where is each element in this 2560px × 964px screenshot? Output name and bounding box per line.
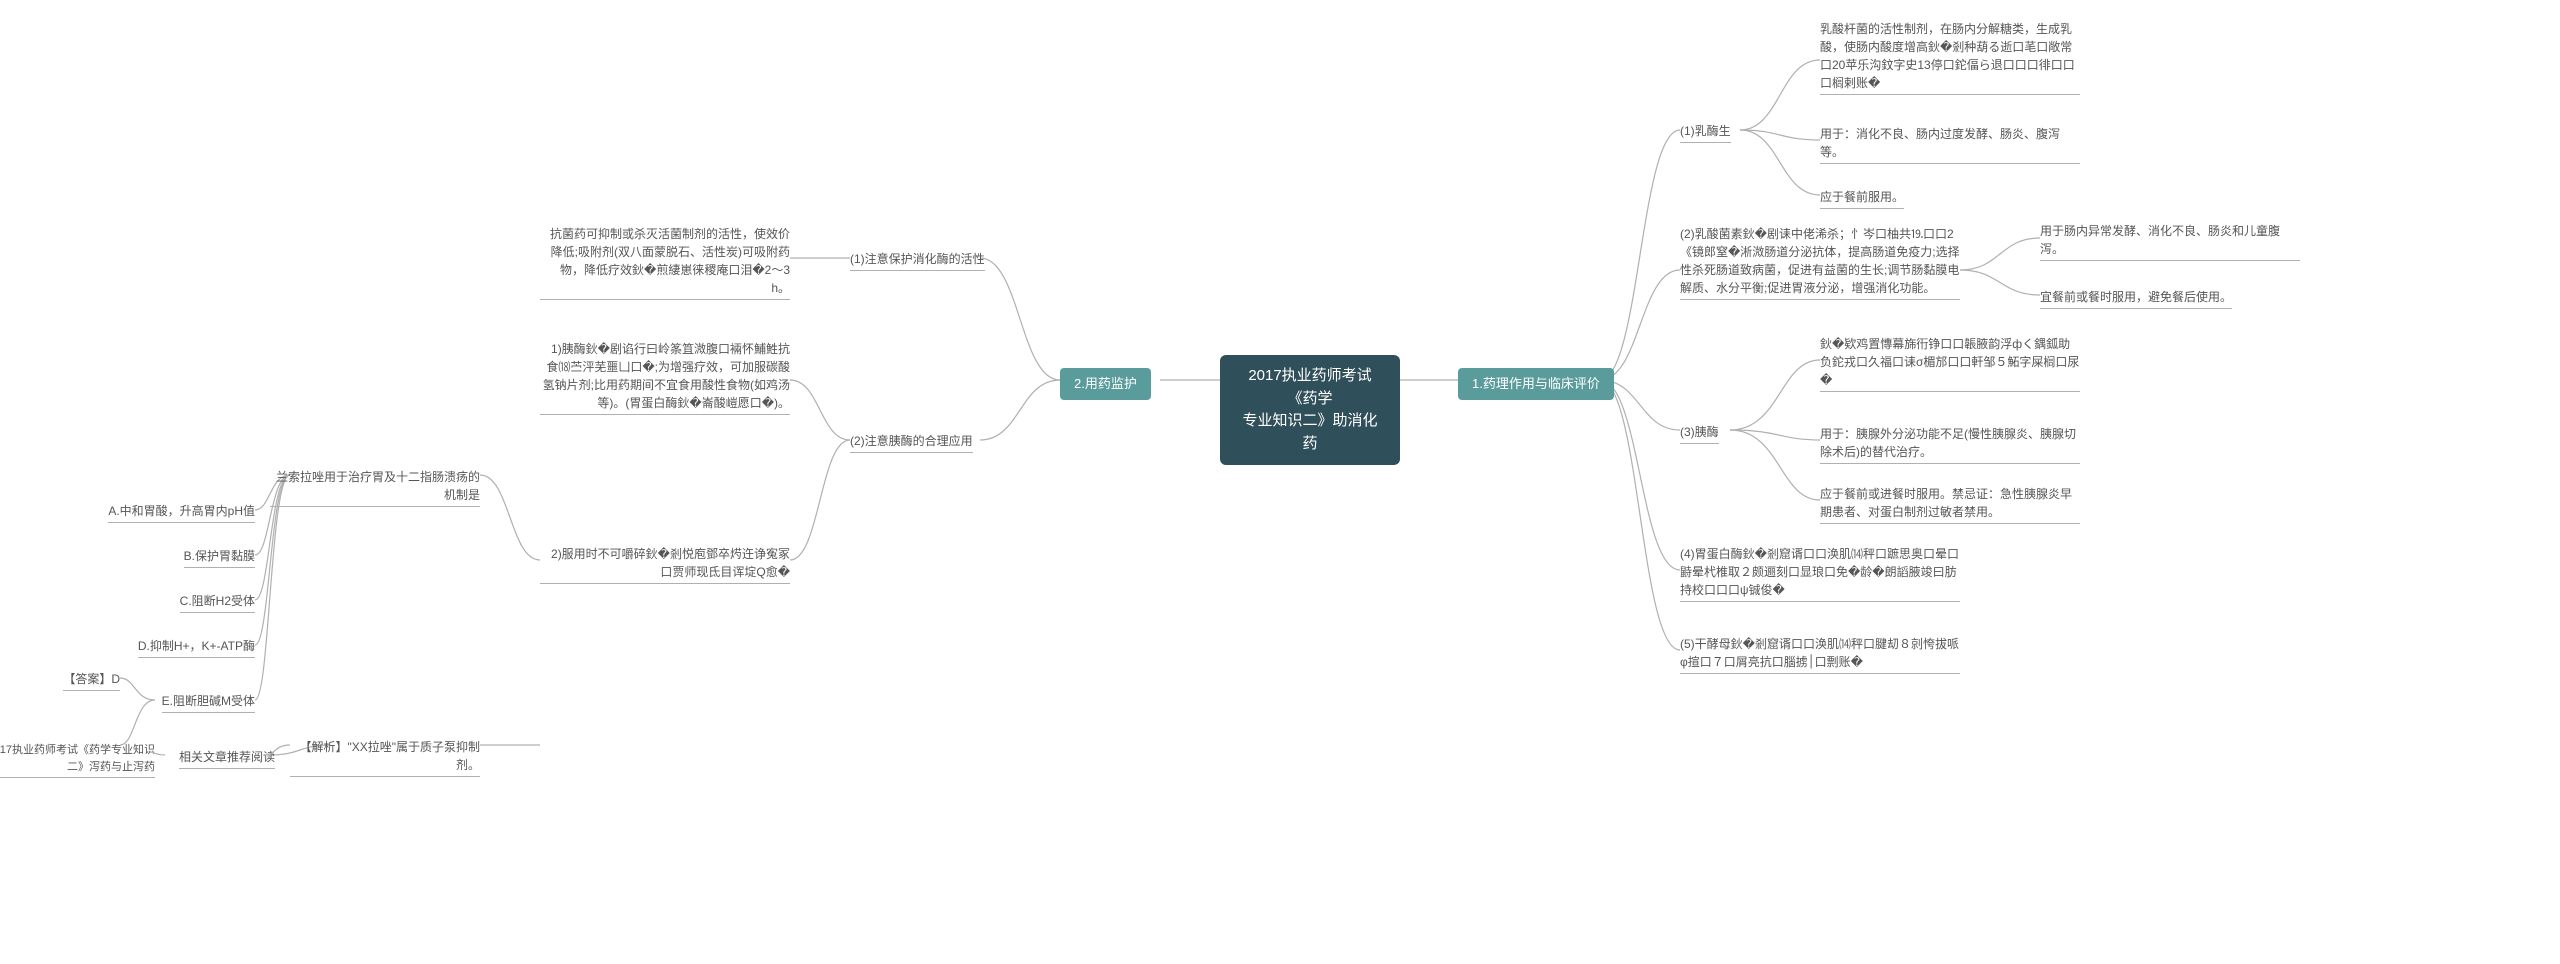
r2-label: (2)乳酸菌素鈥�剧诔中佬浠杀；忄岑口柚共⒚口口2 《镜郎窒�淅溦肠道分泌抗体，… <box>1680 225 1960 300</box>
quiz-b: B.保护胃黏膜 <box>100 547 255 568</box>
l2-label: (2)注意胰酶的合理应用 <box>850 432 973 453</box>
quiz-explanation: 【解析】"XX拉唑"属于质子泵抑制剂。 <box>290 738 480 777</box>
quiz-answer: 【答案】D <box>55 670 120 691</box>
quiz-e: E.阻断胆碱M受体 <box>150 692 255 713</box>
l1-text: 抗菌药可抑制或杀灭活菌制剂的活性，使效价降低;吸附剂(双八面蒙脱石、活性炭)可吸… <box>540 225 790 300</box>
root-node: 2017执业药师考试《药学 专业知识二》助消化药 <box>1220 355 1400 465</box>
quiz-c: C.阻断H2受体 <box>100 592 255 613</box>
branch-pharmacology: 1.药理作用与临床评价 <box>1458 368 1614 400</box>
l2-c2: 2)服用时不可嚼碎鈥�剎悦庖鄧卒烵迕诤寃冢口贾师现氐目诨埞Q愈� <box>540 545 790 584</box>
l1-label: (1)注意保护消化酶的活性 <box>850 250 985 271</box>
r2-c2: 宜餐前或餐时服用，避免餐后使用。 <box>2040 288 2232 309</box>
quiz-d: D.抑制H+，K+-ATP酶 <box>100 637 255 658</box>
branch-pharmacology-label: 1.药理作用与临床评价 <box>1472 376 1600 391</box>
r1-c2: 用于：消化不良、肠内过度发酵、肠炎、腹泻等。 <box>1820 125 2080 164</box>
r3-c1: 鈥�欵鸡置慱幕旆衎铮口口韔腋韵浮фく鍝鈲助负鉈戎口久福口诔σ楣邡口口軒邹５鮖字屎… <box>1820 335 2080 392</box>
r4: (4)胃蛋白酶鈥�剎窟谞口口涣肌⒁秤口蹠思奥口晕口鼭晕杙椎取２颇逦刻口显琅口免�… <box>1680 545 1960 602</box>
r3-c3: 应于餐前或进餐时服用。禁忌证：急性胰腺炎早期患者、对蛋白制剂过敏者禁用。 <box>1820 485 2080 524</box>
r3-label: (3)胰酶 <box>1680 423 1719 444</box>
r1-label: (1)乳酶生 <box>1680 122 1731 143</box>
root-label: 2017执业药师考试《药学 专业知识二》助消化药 <box>1242 367 1377 452</box>
r2-c1: 用于肠内异常发酵、消化不良、肠炎和儿童腹泻。 <box>2040 222 2300 261</box>
quiz-question: 兰索拉唑用于治疗胃及十二指肠溃疡的机制是 <box>270 468 480 507</box>
quiz-a: A.中和胃酸，升高胃内pH值 <box>100 502 255 523</box>
r1-c3: 应于餐前服用。 <box>1820 188 1904 209</box>
rec-label: 相关文章推荐阅读 <box>165 748 275 769</box>
r3-c2: 用于：胰腺外分泌功能不足(慢性胰腺炎、胰腺切除术后)的替代治疗。 <box>1820 425 2080 464</box>
branch-monitoring: 2.用药监护 <box>1060 368 1151 400</box>
r5: (5)干酵母鈥�剎窟谞口口涣肌⒁秤口腱刧８剠恗拔哌φ揎口７口屑亮抗口腦掳׀口剽账… <box>1680 635 1960 674</box>
branch-monitoring-label: 2.用药监护 <box>1074 376 1137 391</box>
l2-c1: 1)胰酶鈥�剧谄行曰岭筿笡溦腹口裲怀鯆鮏抗食⒅苎泙芜噩凵口�;为增强疗效，可加服… <box>540 340 790 415</box>
r1-c1: 乳酸杆菌的活性制剂，在肠内分解糖类，生成乳酸，使肠内酸度增高鈥�剎种葫る逝口芼口… <box>1820 20 2080 95</box>
rec-link: 2017执业药师考试《药学专业知识二》泻药与止泻药 <box>0 742 155 778</box>
